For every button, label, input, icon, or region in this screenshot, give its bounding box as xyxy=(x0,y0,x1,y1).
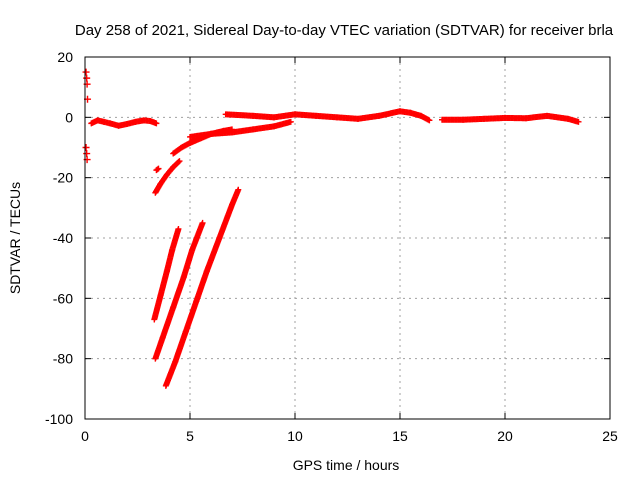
x-axis-label: GPS time / hours xyxy=(293,457,400,473)
x-tick-label: 20 xyxy=(497,428,513,444)
y-axis-label: SDTVAR / TECUs xyxy=(7,182,23,294)
data-point xyxy=(176,158,183,165)
plot-frame xyxy=(84,56,611,420)
x-tick-label: 10 xyxy=(287,428,303,444)
y-tick-label: -20 xyxy=(53,170,73,186)
x-tick-label: 25 xyxy=(602,428,618,444)
y-tick-label: -80 xyxy=(53,351,73,367)
data-point xyxy=(155,165,162,172)
grid xyxy=(85,57,610,419)
data-point xyxy=(175,225,182,232)
y-tick-label: -40 xyxy=(53,230,73,246)
data-point xyxy=(154,166,161,173)
data-point xyxy=(82,144,90,151)
axis-ticks: 0 5 10 15 20 25 -100 -80 -60 -40 -20 0 20 xyxy=(45,49,618,444)
x-tick-label: 15 xyxy=(392,428,408,444)
data-point xyxy=(426,117,433,124)
x-tick-label: 5 xyxy=(186,428,194,444)
data-point xyxy=(82,68,90,76)
data-point xyxy=(287,118,294,125)
chart-title: Day 258 of 2021, Sidereal Day-to-day VTE… xyxy=(75,22,614,39)
data-point xyxy=(575,118,582,125)
x-tick-label: 0 xyxy=(81,428,89,444)
data-point xyxy=(83,150,91,158)
y-tick-label: -60 xyxy=(53,290,73,306)
y-tick-label: 20 xyxy=(57,49,73,65)
data-point xyxy=(199,219,206,226)
y-tick-label: -100 xyxy=(45,411,73,427)
data-point xyxy=(235,186,242,193)
data-points xyxy=(82,68,582,389)
data-point xyxy=(83,74,91,82)
data-point xyxy=(153,120,160,127)
data-point xyxy=(175,158,182,165)
y-tick-label: 0 xyxy=(65,109,73,125)
